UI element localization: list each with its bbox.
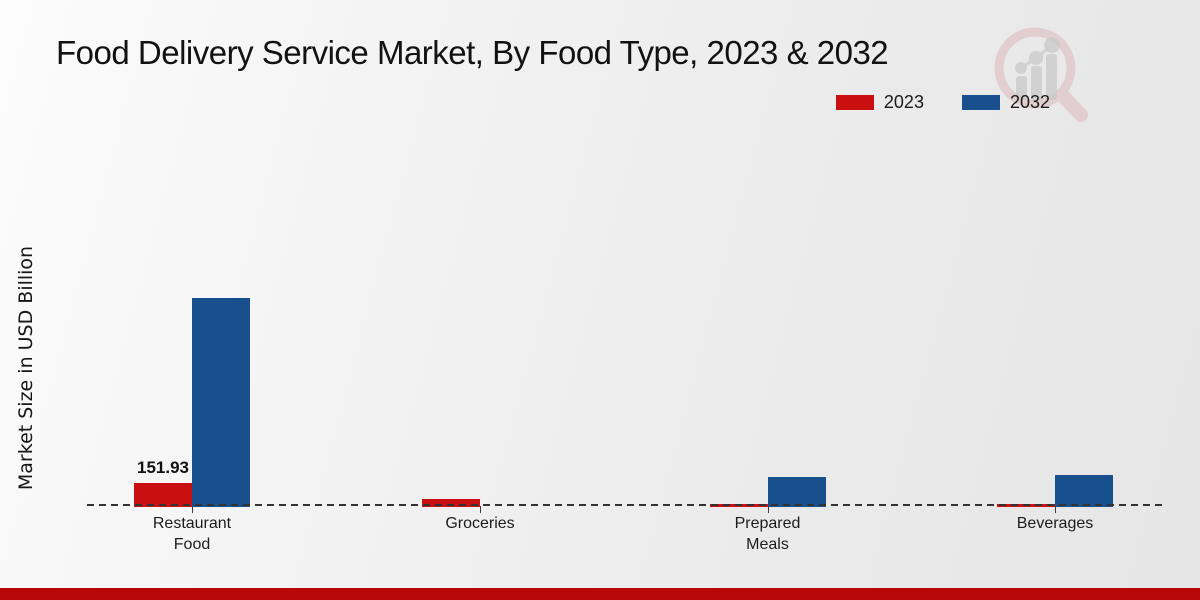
bar-2032-0 (192, 298, 250, 507)
x-tick-0 (192, 506, 193, 513)
chart-title: Food Delivery Service Market, By Food Ty… (56, 34, 889, 71)
legend: 2023 2032 (835, 92, 1050, 113)
legend-item-2023: 2023 (835, 92, 924, 113)
legend-swatch-2032 (961, 95, 1000, 110)
legend-swatch-2023 (835, 95, 874, 110)
x-tick-2 (767, 506, 769, 513)
value-label: 151.93 (137, 458, 189, 477)
x-tick-label-1: Groceries (445, 515, 515, 532)
bar-2023-0 (134, 483, 192, 507)
bar-2032-3 (1055, 475, 1113, 507)
x-tick-label-2: Prepared Meals (734, 515, 801, 553)
bottom-accent-strip (0, 588, 1200, 600)
x-tick-label-3: Beverages (1016, 515, 1094, 532)
legend-label-2023: 2023 (883, 92, 924, 112)
bar-2032-2 (767, 477, 826, 507)
zero-baseline (87, 504, 1162, 506)
bar-2023-1 (422, 499, 480, 507)
x-tick-1 (480, 506, 481, 513)
legend-label-2032: 2032 (1009, 92, 1050, 112)
magnifier-bar-chart-logo-icon (994, 27, 1088, 122)
legend-item-2032: 2032 (961, 92, 1050, 113)
x-tick-label-0: Restaurant Food (152, 515, 232, 553)
x-tick-3 (1055, 506, 1056, 513)
